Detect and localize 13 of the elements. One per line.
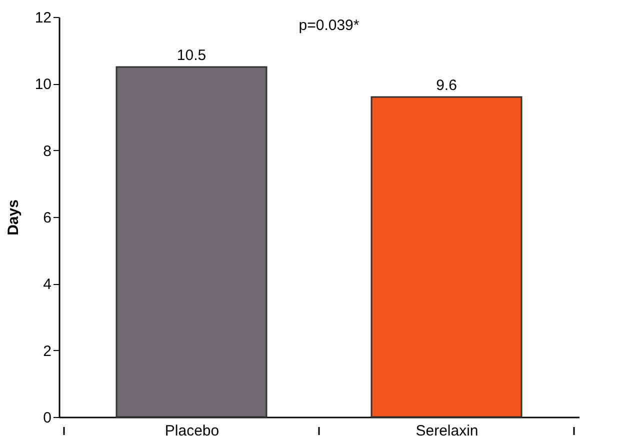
- y-tick-label: 0: [43, 410, 52, 426]
- x-tick-label: Serelaxin: [416, 422, 478, 440]
- y-tick-label: 4: [43, 276, 52, 294]
- annotation: p=0.039*: [298, 17, 360, 34]
- data-label: 9.6: [436, 77, 457, 94]
- data-label: 10.5: [176, 47, 206, 64]
- y-tick-label: 2: [43, 342, 52, 360]
- y-tick-label: 8: [43, 142, 52, 160]
- y-axis-title: Days: [4, 200, 22, 236]
- x-tick-label: Placebo: [164, 422, 220, 440]
- y-tick-label: 10: [34, 76, 52, 94]
- y-tick-label: 12: [34, 10, 52, 26]
- y-tick-label: 6: [43, 210, 52, 226]
